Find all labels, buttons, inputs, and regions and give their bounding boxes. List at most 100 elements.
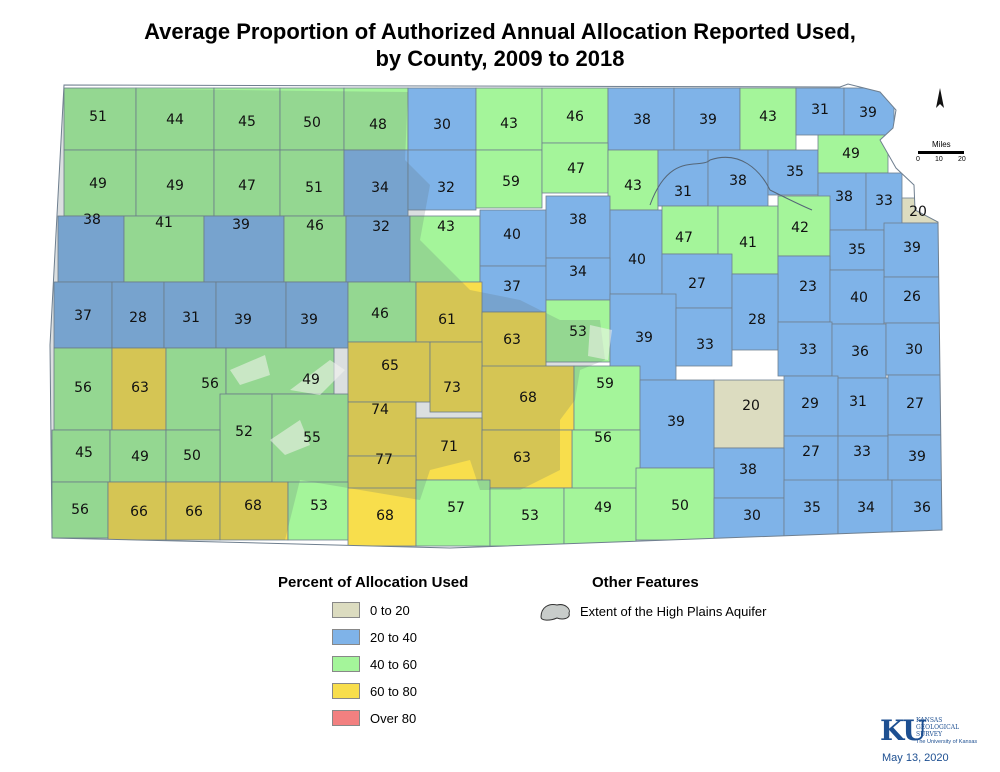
scale-tick-20: 20: [958, 156, 966, 163]
county-region: [673, 87, 741, 151]
county-region: [407, 87, 477, 151]
legend-label: 40 to 60: [370, 656, 417, 672]
county-region: [63, 149, 137, 217]
map-title: Average Proportion of Authorized Annual …: [0, 18, 1000, 72]
legend-swatch: [332, 683, 360, 699]
county-region: [829, 229, 885, 271]
county-value-label: 33: [875, 193, 893, 209]
county-value-label: 59: [502, 174, 520, 190]
county-region: [287, 481, 349, 541]
logo-mark: KU: [880, 714, 927, 747]
county-value-label: 39: [667, 414, 685, 430]
logo-name: KANSAS GEOLOGICAL SURVEY: [916, 717, 959, 738]
county-value-label: 57: [447, 500, 465, 516]
county-region: [111, 347, 167, 431]
county-region: [795, 87, 845, 136]
county-region: [887, 374, 942, 436]
river-boundary: [649, 156, 813, 211]
county-value-label: 43: [624, 178, 642, 194]
county-value-label: 39: [859, 105, 877, 121]
county-region: [777, 321, 833, 377]
county-value-label: 40: [628, 252, 646, 268]
aquifer-legend-label: Extent of the High Plains Aquifer: [580, 603, 767, 619]
county-value-label: 46: [566, 109, 584, 125]
county-value-label: 40: [850, 290, 868, 306]
county-region: [479, 209, 547, 267]
county-region: [53, 347, 113, 431]
county-value-label: 27: [802, 444, 820, 460]
county-value-label: 23: [799, 279, 817, 295]
county-value-label: 46: [306, 218, 324, 234]
county-region: [489, 487, 565, 547]
county-value-label: 63: [513, 450, 531, 466]
legend-item: 0 to 20: [332, 600, 410, 620]
county-value-label: 35: [848, 242, 866, 258]
county-value-label: 39: [903, 240, 921, 256]
high-plains-aquifer-overlay: [50, 88, 612, 540]
legend-item: 60 to 80: [332, 681, 417, 701]
county-value-label: 51: [305, 180, 323, 196]
scale-line: [918, 151, 964, 154]
legend-label: 20 to 40: [370, 629, 417, 645]
county-value-label: 36: [913, 500, 931, 516]
logo-name-line2: GEOLOGICAL: [916, 724, 960, 731]
county-value-label: 28: [748, 312, 766, 328]
county-region: [57, 215, 125, 283]
county-region: [481, 311, 547, 375]
county-value-label: 33: [799, 342, 817, 358]
county-value-label: 38: [729, 173, 747, 189]
legend-title: Percent of Allocation Used: [278, 574, 469, 591]
county-value-label: 59: [596, 376, 614, 392]
county-value-label: 45: [75, 445, 93, 461]
county-value-label: 31: [674, 184, 692, 200]
county-value-label: 68: [244, 498, 262, 514]
legend-item: 40 to 60: [332, 654, 417, 674]
county-value-label: 33: [853, 444, 871, 460]
county-value-label: 38: [633, 112, 651, 128]
county-region: [777, 255, 831, 323]
county-region: [541, 87, 609, 144]
county-region: [563, 487, 637, 547]
county-value-label: 66: [130, 504, 148, 520]
county-region: [713, 379, 785, 449]
county-value-label: 77: [375, 452, 393, 468]
county-value-label: 32: [372, 219, 390, 235]
county-region: [165, 481, 221, 541]
county-region: [123, 215, 205, 283]
county-value-label: 42: [791, 220, 809, 236]
county-value-label: 49: [302, 372, 320, 388]
county-region: [285, 281, 349, 349]
scale-tick-10: 10: [935, 156, 943, 163]
county-region: [609, 209, 663, 295]
county-region: [53, 281, 113, 349]
county-region: [279, 87, 345, 151]
county-value-label: 53: [310, 498, 328, 514]
county-region: [545, 257, 611, 301]
county-value-label: 39: [635, 330, 653, 346]
county-region: [343, 87, 409, 151]
legend-item: 20 to 40: [332, 627, 417, 647]
county-value-label: 26: [903, 289, 921, 305]
county-value-label: 65: [381, 358, 399, 374]
aquifer-swatch-icon: [540, 604, 570, 621]
county-value-label: 27: [688, 276, 706, 292]
county-region: [675, 307, 733, 367]
legend-label: 60 to 80: [370, 683, 417, 699]
scale-label: Miles: [932, 140, 951, 149]
county-value-label: 32: [437, 180, 455, 196]
county-region: [347, 281, 417, 343]
county-value-label: 34: [371, 180, 389, 196]
ku-logo: KU KANSAS GEOLOGICAL SURVEY The Universi…: [880, 712, 990, 768]
county-value-label: 71: [440, 439, 458, 455]
county-value-label: 45: [238, 114, 256, 130]
county-value-label: 37: [74, 308, 92, 324]
county-region: [51, 429, 111, 483]
county-layer: [51, 87, 942, 547]
legend-label: 0 to 20: [370, 602, 410, 618]
county-value-label: 47: [675, 230, 693, 246]
county-region: [541, 142, 609, 194]
county-value-label: 39: [300, 312, 318, 328]
county-value-label: 56: [71, 502, 89, 518]
county-region: [731, 273, 779, 351]
